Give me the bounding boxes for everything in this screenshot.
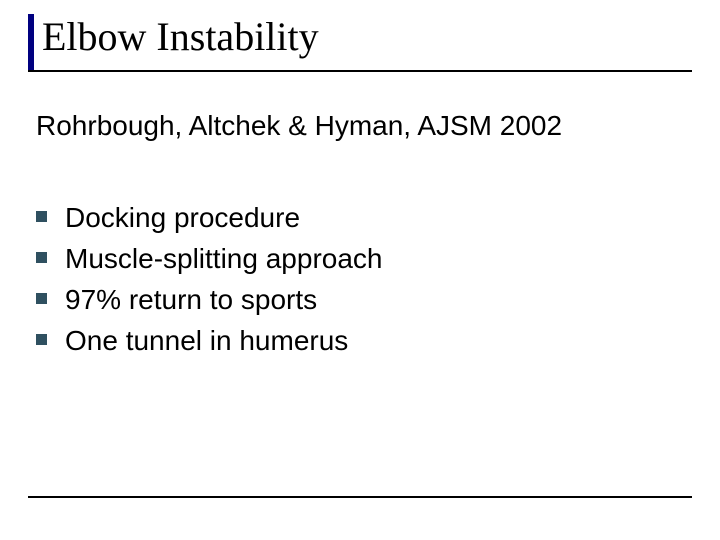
title-block: Elbow Instability [28, 8, 692, 60]
bullet-text: 97% return to sports [65, 282, 317, 317]
list-item: One tunnel in humerus [36, 323, 676, 358]
slide: Elbow Instability Rohrbough, Altchek & H… [0, 0, 720, 540]
title-accent-bar [28, 14, 34, 70]
list-item: Docking procedure [36, 200, 676, 235]
bullet-icon [36, 211, 47, 222]
bottom-rule [28, 496, 692, 498]
bullet-icon [36, 334, 47, 345]
bullet-icon [36, 293, 47, 304]
list-item: 97% return to sports [36, 282, 676, 317]
bullet-text: One tunnel in humerus [65, 323, 348, 358]
subheading: Rohrbough, Altchek & Hyman, AJSM 2002 [36, 110, 562, 142]
bullet-text: Docking procedure [65, 200, 300, 235]
bullet-text: Muscle-splitting approach [65, 241, 383, 276]
title-underline [28, 70, 692, 72]
slide-title: Elbow Instability [28, 8, 692, 60]
bullet-icon [36, 252, 47, 263]
list-item: Muscle-splitting approach [36, 241, 676, 276]
bullet-list: Docking procedure Muscle-splitting appro… [36, 200, 676, 364]
